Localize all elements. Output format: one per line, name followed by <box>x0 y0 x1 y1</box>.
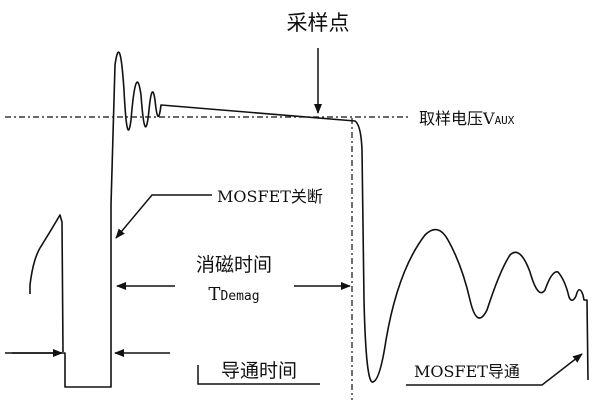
mosfet-on-arrow <box>406 353 583 386</box>
mosfet-off-arrow <box>115 194 212 239</box>
aux-voltage-waveform <box>5 51 589 388</box>
mosfet-on-label: MOSFET导通 <box>414 362 520 381</box>
t-demag-label: TDemag <box>208 284 259 305</box>
t-demag-main: T <box>208 284 220 305</box>
sample-voltage-text: 取样电压V <box>419 109 495 128</box>
on-time-label: 导通时间 <box>221 360 297 382</box>
demag-time-label: 消磁时间 <box>196 254 272 276</box>
sample-point-label: 采样点 <box>287 11 350 35</box>
on-time-underline <box>197 365 320 385</box>
sample-voltage-label: 取样电压VAUX <box>419 109 515 128</box>
mosfet-off-label: MOSFET关断 <box>217 187 323 206</box>
t-demag-subscript: Demag <box>220 289 259 304</box>
sample-voltage-subscript: AUX <box>495 114 515 127</box>
previous-cycle-waveform <box>29 214 64 353</box>
